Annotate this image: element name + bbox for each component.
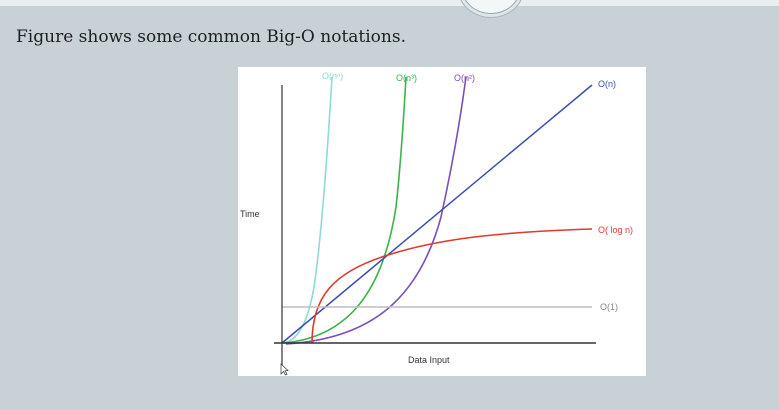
series-line-o-n [281, 84, 593, 344]
big-o-chart: Time Data Input O(nⁿ) O(n³) O(n²) O(n) O… [238, 67, 646, 376]
top-band [0, 0, 779, 6]
series-label-o-1: O(1) [600, 302, 618, 312]
y-axis-label: Time [240, 209, 260, 219]
series-line-o-nn [281, 76, 333, 344]
cursor-icon [280, 363, 289, 376]
series-label-o-n3: O(n³) [396, 73, 417, 83]
series-label-o-logn: O( log n) [598, 225, 633, 235]
series-line-o-logn [311, 228, 593, 344]
chart-svg: Time Data Input O(nⁿ) O(n³) O(n²) O(n) O… [240, 71, 633, 376]
series-line-o-n3 [283, 76, 407, 344]
x-axis-label: Data Input [408, 355, 450, 365]
series-label-o-nn: O(nⁿ) [322, 71, 343, 81]
series-label-o-n: O(n) [598, 79, 616, 89]
series-line-o-n2 [285, 76, 467, 345]
slide-emblem [458, 0, 524, 18]
series-label-o-n2: O(n²) [454, 73, 475, 83]
slide-caption: Figure shows some common Big-O notations… [16, 27, 406, 47]
